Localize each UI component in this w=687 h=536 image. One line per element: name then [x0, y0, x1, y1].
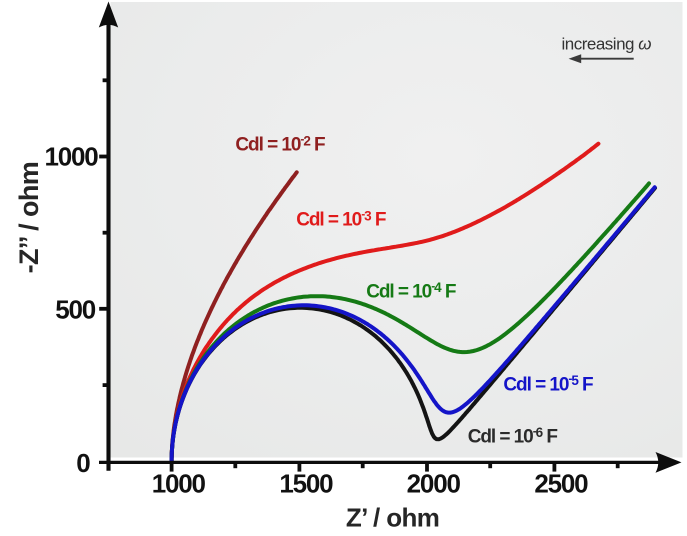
- svg-text:Cdl = 10-5 F: Cdl = 10-5 F: [503, 372, 593, 396]
- svg-text:0: 0: [76, 448, 90, 478]
- svg-text:500: 500: [55, 294, 96, 324]
- svg-text:Cdl = 10-4 F: Cdl = 10-4 F: [366, 279, 456, 303]
- svg-text:2500: 2500: [534, 468, 588, 498]
- svg-text:-Z’’ / ohm: -Z’’ / ohm: [14, 162, 44, 274]
- svg-text:Cdl = 10-6 F: Cdl = 10-6 F: [468, 424, 558, 448]
- svg-text:1500: 1500: [279, 468, 333, 498]
- svg-text:increasing ω: increasing ω: [562, 35, 652, 54]
- svg-text:1000: 1000: [44, 141, 98, 171]
- svg-text:Cdl = 10-3 F: Cdl = 10-3 F: [296, 207, 386, 231]
- svg-text:1000: 1000: [152, 468, 206, 498]
- svg-text:Z’ / ohm: Z’ / ohm: [346, 503, 439, 532]
- svg-text:Cdl = 10-2 F: Cdl = 10-2 F: [235, 132, 325, 156]
- svg-text:2000: 2000: [407, 468, 461, 498]
